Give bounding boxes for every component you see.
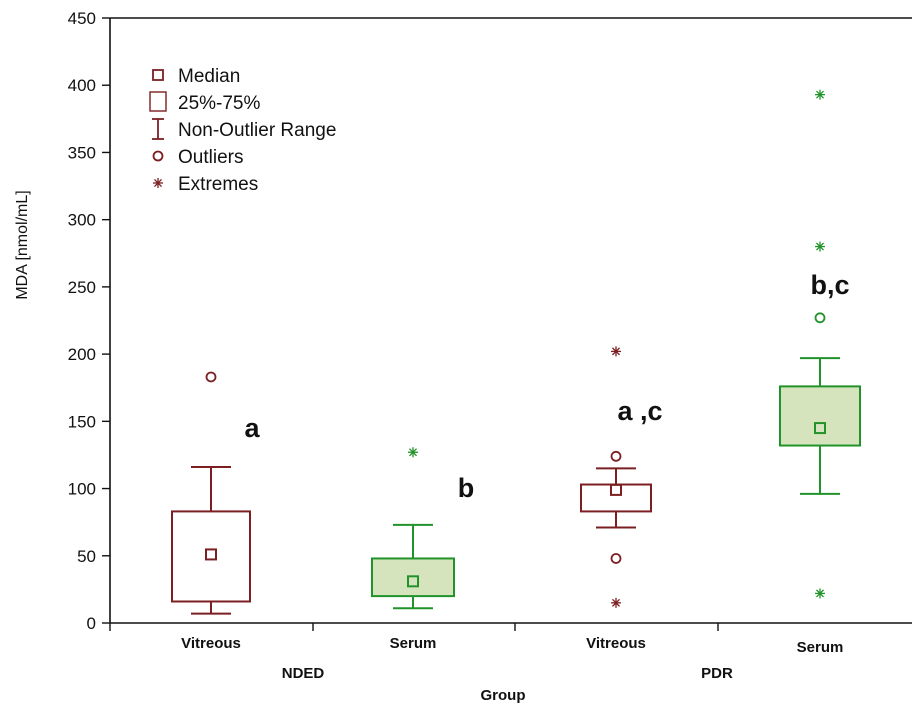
x-category-label: Serum	[390, 635, 437, 652]
box-pdr-serum: b,c	[779, 89, 861, 599]
extreme-point	[815, 588, 825, 599]
extreme-point	[408, 447, 418, 458]
legend-item-non-outlier-range: Non-Outlier Range	[152, 118, 336, 141]
significance-annotation: b,c	[810, 270, 849, 300]
median-symbol	[152, 69, 164, 81]
y-tick-label: 150	[68, 412, 96, 431]
significance-annotation: a	[244, 413, 260, 443]
outlier-point	[610, 450, 622, 462]
outlier-point	[610, 553, 622, 564]
y-axis: 0 50 100 150 200 250 300 350 400 450	[68, 9, 110, 633]
y-tick-label: 0	[87, 614, 96, 633]
x-category-label: Vitreous	[181, 635, 241, 652]
iqr-box	[779, 385, 861, 447]
median-marker	[205, 548, 217, 561]
median-marker	[814, 422, 826, 435]
legend-label: Non-Outlier Range	[178, 120, 336, 141]
legend-item-25-75-: 25%-75%	[149, 91, 260, 114]
legend: Median 25%-75% Non-Outlier Range Outliers Ex…	[149, 66, 336, 195]
extreme-point	[611, 597, 621, 608]
y-tick-label: 200	[68, 345, 96, 364]
x-category-label: Serum	[797, 639, 844, 656]
iqr-box	[371, 557, 455, 598]
y-tick-label: 450	[68, 9, 96, 28]
x-group-label: NDED	[282, 665, 325, 682]
outlier-point	[814, 312, 826, 324]
y-tick-label: 300	[68, 211, 96, 230]
iqr-box	[171, 510, 251, 603]
legend-label: Extremes	[178, 174, 258, 195]
iqr-box	[580, 483, 652, 513]
significance-annotation: b	[458, 473, 475, 503]
extreme-point	[815, 89, 825, 100]
box-symbol	[149, 91, 167, 112]
legend-label: 25%-75%	[178, 93, 260, 114]
legend-label: Median	[178, 66, 240, 87]
y-tick-label: 100	[68, 480, 96, 499]
y-tick-label: 400	[68, 76, 96, 95]
y-tick-label: 50	[77, 547, 96, 566]
significance-annotation: a ,c	[617, 396, 662, 426]
legend-item-extremes: Extremes	[153, 174, 258, 195]
extreme-point	[815, 241, 825, 252]
extreme-symbol	[153, 178, 163, 188]
legend-item-median: Median	[152, 66, 240, 87]
x-axis: Vitreous Serum Vitreous Serum NDED PDR	[109, 623, 844, 682]
plot-frame	[109, 17, 912, 624]
y-tick-label: 250	[68, 278, 96, 297]
legend-item-outliers: Outliers	[152, 147, 243, 168]
boxes-layer: a b a ,c b,c	[171, 89, 861, 615]
x-category-label: Vitreous	[586, 635, 646, 652]
box-pdr-vitreous: a ,c	[580, 346, 663, 608]
extreme-point	[611, 346, 621, 357]
box-nded-serum: b	[371, 447, 475, 610]
legend-label: Outliers	[178, 147, 243, 168]
x-group-label: PDR	[701, 665, 733, 682]
y-tick-label: 350	[68, 143, 96, 162]
median-marker	[610, 483, 622, 496]
box-nded-vitreous: a	[171, 371, 260, 615]
outlier-symbol	[152, 150, 164, 162]
median-marker	[407, 575, 419, 588]
x-axis-title: Group	[481, 687, 526, 704]
outlier-point	[205, 371, 217, 383]
y-axis-title: MDA [nmol/mL]	[14, 190, 31, 299]
